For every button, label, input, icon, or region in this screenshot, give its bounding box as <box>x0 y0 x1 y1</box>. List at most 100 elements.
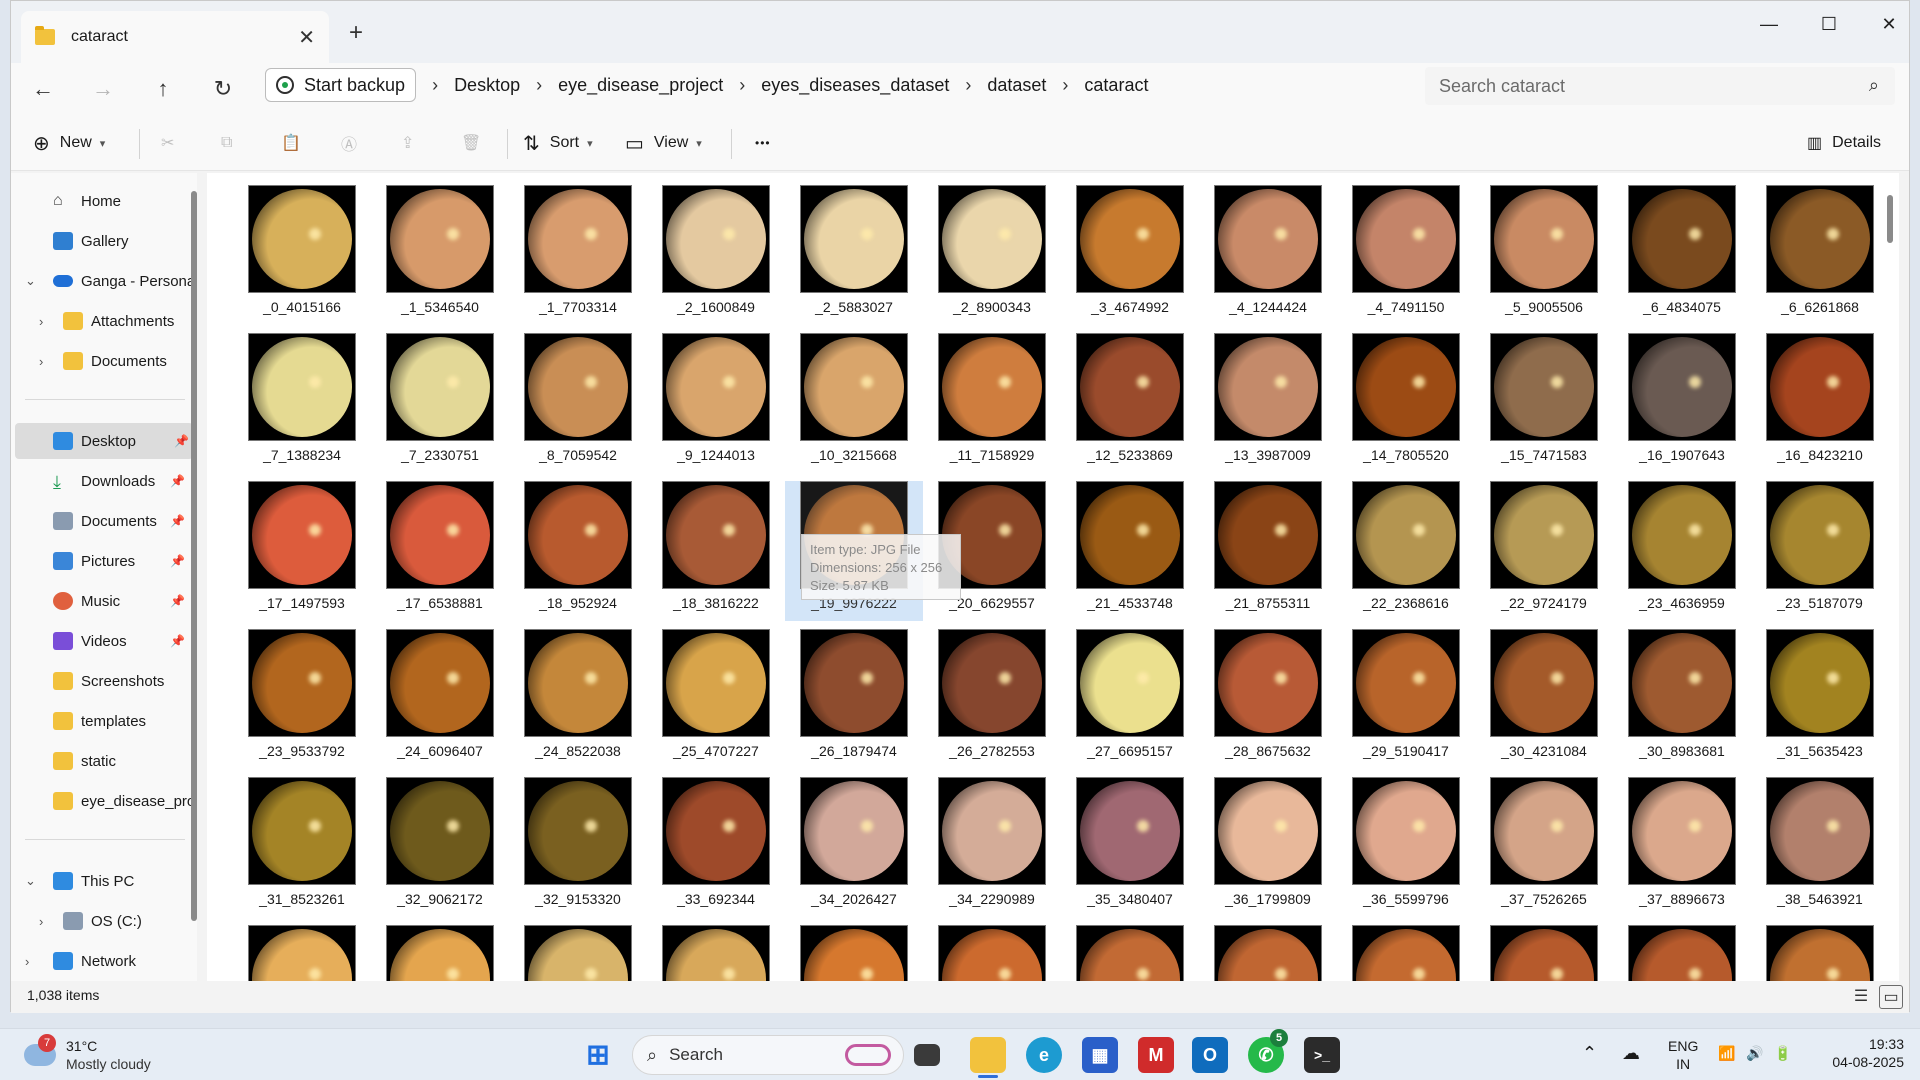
file-item[interactable]: _31_5635423 <box>1751 629 1889 769</box>
forward-arrow-icon[interactable]: → <box>92 76 114 101</box>
file-item[interactable]: _18_952924 <box>509 481 647 621</box>
file-item[interactable]: _5_9005506 <box>1475 185 1613 325</box>
edge-browser-icon[interactable]: e <box>1026 1037 1062 1073</box>
file-item[interactable]: _22_9724179 <box>1475 481 1613 621</box>
more-options-icon[interactable]: ••• <box>755 136 771 150</box>
file-item[interactable]: _1_7703314 <box>509 185 647 325</box>
file-item[interactable] <box>1061 925 1199 981</box>
file-item[interactable]: _14_7805520 <box>1337 333 1475 473</box>
close-tab-icon[interactable]: ✕ <box>298 27 315 49</box>
pin-icon[interactable]: 📌 <box>174 434 189 448</box>
sidebar-item-videos[interactable]: Videos 📌 <box>11 623 189 659</box>
pin-icon[interactable]: 📌 <box>170 634 185 648</box>
sidebar-scrollbar[interactable] <box>191 191 197 921</box>
file-item[interactable]: _15_7471583 <box>1475 333 1613 473</box>
file-item[interactable]: _18_3816222 <box>647 481 785 621</box>
file-item[interactable] <box>1613 925 1751 981</box>
file-item[interactable]: _16_8423210 <box>1751 333 1889 473</box>
file-item[interactable]: _7_2330751 <box>371 333 509 473</box>
chevron-right-icon[interactable]: › <box>965 74 972 95</box>
file-item[interactable]: _34_2290989 <box>923 777 1061 917</box>
file-item[interactable]: _2_8900343 <box>923 185 1061 325</box>
breadcrumb-eye-disease-project[interactable]: eye_disease_project <box>558 74 724 95</box>
file-item[interactable] <box>1199 925 1337 981</box>
file-item[interactable]: _36_1799809 <box>1199 777 1337 917</box>
task-view-icon[interactable] <box>914 1044 940 1066</box>
file-item[interactable]: _4_1244424 <box>1199 185 1337 325</box>
sidebar-item-this-pc[interactable]: ⌄ This PC <box>11 863 189 899</box>
file-item[interactable]: _24_8522038 <box>509 629 647 769</box>
terminal-icon[interactable]: >_ <box>1304 1037 1340 1073</box>
file-item[interactable] <box>1475 925 1613 981</box>
breadcrumb-desktop[interactable]: Desktop <box>454 74 521 95</box>
file-item[interactable]: _26_2782553 <box>923 629 1061 769</box>
details-view-icon[interactable]: ☰ <box>1853 988 1869 1005</box>
file-item[interactable] <box>509 925 647 981</box>
breadcrumb-cataract[interactable]: cataract <box>1084 74 1149 95</box>
file-item[interactable]: _6_4834075 <box>1613 185 1751 325</box>
file-item[interactable]: _17_6538881 <box>371 481 509 621</box>
clock[interactable]: 19:33 04-08-2025 <box>1812 1035 1904 1071</box>
new-tab-button[interactable]: + <box>349 19 364 46</box>
file-item[interactable]: _27_6695157 <box>1061 629 1199 769</box>
chevron-right-icon[interactable]: › <box>432 74 439 95</box>
sidebar-item-downloads[interactable]: ⤓ Downloads 📌 <box>11 463 189 499</box>
tab-cataract[interactable]: cataract ✕ <box>21 11 329 63</box>
file-item[interactable]: _36_5599796 <box>1337 777 1475 917</box>
file-item[interactable]: _37_7526265 <box>1475 777 1613 917</box>
file-item[interactable]: _23_9533792 <box>233 629 371 769</box>
sidebar-item-os-c[interactable]: › OS (C:) <box>11 903 189 939</box>
file-item[interactable]: _26_1879474 <box>785 629 923 769</box>
file-item[interactable] <box>923 925 1061 981</box>
copy-icon[interactable]: ⧉ <box>221 134 233 151</box>
sidebar-item-attachments[interactable]: › Attachments <box>11 303 189 339</box>
microsoft-store-icon[interactable]: ▦ <box>1082 1037 1118 1073</box>
mcafee-icon[interactable]: M <box>1138 1037 1174 1073</box>
sidebar-item-onedrive[interactable]: ⌄ Ganga - Persona <box>11 263 195 299</box>
file-item[interactable] <box>371 925 509 981</box>
pin-icon[interactable]: 📌 <box>170 554 185 568</box>
file-item[interactable] <box>785 925 923 981</box>
chevron-right-icon[interactable]: › <box>1062 74 1069 95</box>
file-item[interactable]: _30_8983681 <box>1613 629 1751 769</box>
share-icon[interactable]: ⇪ <box>401 135 415 152</box>
file-item[interactable]: _29_5190417 <box>1337 629 1475 769</box>
volume-icon[interactable]: 🔊 <box>1746 1045 1764 1061</box>
maximize-button[interactable]: ☐ <box>1820 14 1838 34</box>
pin-icon[interactable]: 📌 <box>170 514 185 528</box>
file-item[interactable]: _17_1497593 <box>233 481 371 621</box>
taskbar-search[interactable]: ⌕ Search <box>632 1035 904 1075</box>
file-item[interactable]: _2_5883027 <box>785 185 923 325</box>
file-item[interactable] <box>1751 925 1889 981</box>
file-item[interactable]: _34_2026427 <box>785 777 923 917</box>
sidebar-item-static[interactable]: static <box>11 743 189 779</box>
file-item[interactable]: _7_1388234 <box>233 333 371 473</box>
pin-icon[interactable]: 📌 <box>170 474 185 488</box>
sort-button[interactable]: ⇅ Sort ▾ <box>523 127 593 159</box>
chevron-right-icon[interactable]: › <box>25 953 30 969</box>
cut-icon[interactable]: ✂ <box>161 135 175 152</box>
file-item[interactable]: _16_1907643 <box>1613 333 1751 473</box>
sidebar-item-templates[interactable]: templates <box>11 703 189 739</box>
start-backup-button[interactable]: Start backup <box>265 68 417 102</box>
file-item[interactable]: _11_7158929 <box>923 333 1061 473</box>
file-item[interactable]: _21_8755311 <box>1199 481 1337 621</box>
sidebar-item-music[interactable]: Music 📌 <box>11 583 189 619</box>
details-button[interactable]: ▥ Details <box>1807 127 1881 159</box>
sidebar-item-desktop[interactable]: Desktop 📌 <box>15 423 193 459</box>
battery-icon[interactable]: 🔋 <box>1774 1045 1792 1061</box>
file-item[interactable]: _21_4533748 <box>1061 481 1199 621</box>
file-item[interactable] <box>1337 925 1475 981</box>
file-item[interactable]: _0_4015166 <box>233 185 371 325</box>
windows-start-icon[interactable]: ⊞ <box>586 1039 610 1070</box>
chevron-right-icon[interactable]: › <box>536 74 543 95</box>
chevron-right-icon[interactable]: › <box>739 74 746 95</box>
sidebar-item-network[interactable]: › Network <box>11 943 189 979</box>
sidebar-item-onedrive-documents[interactable]: › Documents <box>11 343 189 379</box>
wifi-icon[interactable]: 📶 <box>1718 1045 1736 1061</box>
pin-icon[interactable]: 📌 <box>170 594 185 608</box>
chevron-up-icon[interactable]: ⌃ <box>1582 1043 1598 1063</box>
weather-widget[interactable]: 7 31°C Mostly cloudy <box>24 1034 151 1075</box>
back-arrow-icon[interactable]: ← <box>32 76 54 101</box>
up-arrow-icon[interactable]: ↑ <box>157 76 169 101</box>
